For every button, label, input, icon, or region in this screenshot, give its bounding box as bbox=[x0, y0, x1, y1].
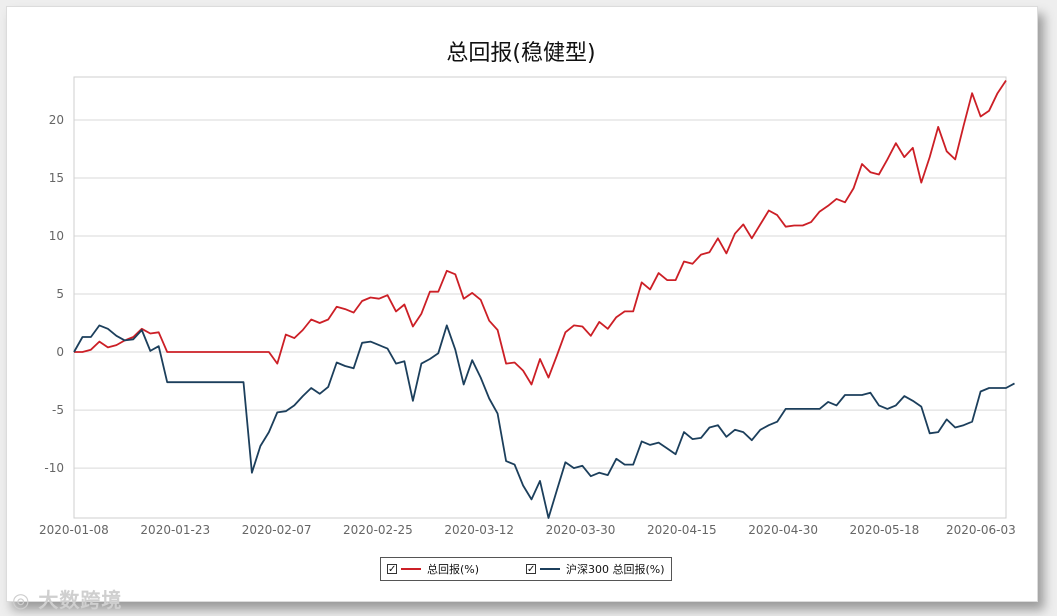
x-tick-label: 2020-04-30 bbox=[748, 523, 818, 537]
y-tick-label: 15 bbox=[49, 171, 64, 185]
series-line-total-return[interactable] bbox=[74, 79, 1007, 386]
legend-checkbox-hs300[interactable]: ✓ bbox=[526, 564, 536, 575]
legend-label-hs300: 沪深300 总回报(%) bbox=[566, 563, 665, 576]
y-tick-label: 20 bbox=[49, 113, 64, 127]
legend-swatch-hs300 bbox=[540, 568, 560, 570]
y-tick-label: -5 bbox=[52, 403, 64, 417]
y-tick-label: 0 bbox=[56, 345, 64, 359]
x-tick-label: 2020-02-25 bbox=[343, 523, 413, 537]
legend-swatch-total-return bbox=[401, 568, 421, 570]
y-tick-label: -10 bbox=[44, 461, 64, 475]
watermark-text: 大数跨境 bbox=[38, 588, 123, 612]
legend-label-total-return: 总回报(%) bbox=[427, 563, 480, 576]
watermark: ◎ 大数跨境 bbox=[12, 584, 122, 613]
plot-area-border bbox=[73, 76, 1007, 519]
legend-checkbox-total-return[interactable]: ✓ bbox=[387, 564, 397, 575]
watermark-logo-icon: ◎ bbox=[12, 588, 31, 612]
series-line-hs300[interactable] bbox=[73, 324, 1015, 519]
x-tick-label: 2020-06-03 bbox=[946, 523, 1016, 537]
x-tick-label: 2020-04-15 bbox=[647, 523, 717, 537]
legend: ✓ 总回报(%) ✓ 沪深300 总回报(%) bbox=[380, 557, 672, 581]
x-tick-label: 2020-03-12 bbox=[444, 523, 514, 537]
x-tick-label: 2020-05-18 bbox=[850, 523, 920, 537]
x-tick-label: 2020-01-08 bbox=[39, 523, 109, 537]
y-tick-label: 5 bbox=[56, 287, 64, 301]
chart-svg: 总回报(稳健型) -10 -5 0 5 10 15 20 2020-01-08 2020-01… bbox=[39, 41, 1016, 537]
chart-frame: 总回报(稳健型) -10 -5 0 5 10 15 20 2020-01-08 2020-01… bbox=[6, 6, 1038, 602]
y-tick-label: 10 bbox=[49, 229, 64, 243]
chart-title: 总回报(稳健型) bbox=[446, 41, 595, 66]
legend-item-total-return[interactable]: ✓ 总回报(%) bbox=[387, 562, 479, 576]
x-tick-label: 2020-01-23 bbox=[140, 523, 210, 537]
x-tick-label: 2020-03-30 bbox=[546, 523, 616, 537]
legend-item-hs300[interactable]: ✓ 沪深300 总回报(%) bbox=[526, 562, 665, 576]
x-tick-label: 2020-02-07 bbox=[242, 523, 312, 537]
